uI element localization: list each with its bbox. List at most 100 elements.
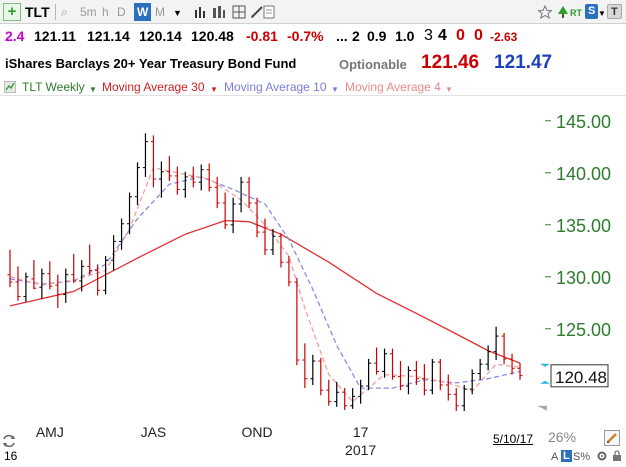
zoom-percent-label[interactable]: 26% [548,429,577,445]
price-bar [55,274,61,308]
price-bar [437,358,443,391]
lock-icon[interactable] [612,450,622,465]
price-bar [382,348,388,378]
scale-log-button[interactable]: L [561,450,572,462]
price-bar [111,235,117,271]
price-bar [374,347,380,375]
price-bar [453,388,459,411]
price-axis-layer: 125.00 130.00 135.00 140.00 145.00 120.48 [537,112,611,411]
price-bar [469,369,475,395]
price-bar [390,348,396,380]
price-bar [485,345,491,371]
search-icon[interactable]: ⌕ [61,5,68,19]
price-bar [413,361,419,385]
price-bar [517,363,523,380]
legend-ma10-label[interactable]: Moving Average 10 [224,80,327,94]
price-bar [326,379,332,406]
settings-gear-icon[interactable] [596,450,608,465]
price-bar [342,388,348,410]
time-axis-label: OND [241,424,272,440]
chart-settings-icon[interactable] [3,79,17,97]
count-value-4: 0 [474,27,483,44]
price-bar [421,364,427,396]
price-bar [142,133,148,177]
s-badge-chevron-icon[interactable]: ▼ [598,9,606,18]
price-chart[interactable]: 125.00 130.00 135.00 140.00 145.00 120.48 AMJ… [0,96,626,467]
price-bar [119,218,125,250]
price-bar [334,381,340,407]
price-bar [174,166,180,195]
period-h-button[interactable]: h [102,5,109,19]
price-bar [397,361,403,391]
period-m-button[interactable]: M [155,5,165,19]
change-value: -0.81 [246,28,278,44]
high-value: 121.14 [87,28,130,44]
period-d-button[interactable]: D [117,5,126,19]
scale-auto-button[interactable]: A [551,451,559,463]
price-bar [15,266,21,301]
period-5m-button[interactable]: 5m [80,5,97,19]
s-badge-button[interactable]: S [585,4,599,19]
price-bar [286,256,292,287]
legend-ma30-chevron-icon[interactable]: ▼ [210,85,218,94]
price-marker-upper-icon [540,363,550,367]
legend-ma30-label[interactable]: Moving Average 30 [102,80,205,94]
legend-ma10-chevron-icon[interactable]: ▼ [331,85,339,94]
chart-style-icon[interactable] [212,5,226,19]
price-bar [262,218,268,255]
price-bar [134,162,140,206]
grid-icon[interactable] [232,5,246,19]
bid-price: 121.46 [421,52,480,73]
realtime-label: RT [570,8,582,18]
moving-average-layer [9,166,521,403]
legend-chart-chevron-icon[interactable]: ▼ [89,85,97,94]
price-bar [79,260,85,292]
price-bar [63,268,69,303]
count-value-2: 4 [438,27,447,44]
bar-chart-icon[interactable] [194,5,208,19]
price-bars-layer [7,133,523,411]
price-bar [190,166,196,188]
price-marker-lower-icon [540,380,550,384]
edit-pencil-icon[interactable] [604,430,620,449]
price-bar [493,326,499,360]
price-bar [23,272,29,302]
period-dropdown-chevron-icon[interactable]: ▼ [173,8,182,18]
time-axis-layer: AMJ JAS OND 17 2017 [36,424,377,458]
quote-row: 2.4 121.11 121.14 120.14 120.48 -0.81 -0… [0,26,626,46]
price-bar [246,176,252,209]
notes-icon[interactable] [262,5,276,19]
price-bar [445,374,451,401]
fund-name: iShares Barclays 20+ Year Treasury Bond … [5,56,297,71]
price-bar [166,156,172,182]
tree-icon[interactable] [556,5,570,19]
legend-ma4-label[interactable]: Moving Average 4 [345,80,441,94]
time-axis-label: 17 [353,424,369,440]
legend-ma4-chevron-icon[interactable]: ▼ [445,85,453,94]
stat-value-1: 2 [352,28,360,44]
price-bar [358,379,364,404]
price-bar [230,197,236,234]
sync-arrows-icon[interactable] [2,434,16,451]
t-badge-button[interactable]: T [607,4,622,19]
symbol-label[interactable]: TLT [25,4,50,20]
price-bar [302,343,308,389]
price-bar [158,161,164,198]
scale-percent-button[interactable]: S% [573,451,591,463]
scroll-arrow-icon[interactable] [537,405,547,411]
toolbar-divider [55,4,56,20]
period-w-button[interactable]: W [134,3,152,21]
price-bar [127,192,133,235]
price-bar [95,264,101,296]
price-bar [254,197,260,238]
favorite-star-icon[interactable] [538,5,552,19]
legend-chart-label[interactable]: TLT Weekly [22,80,85,94]
price-bar [270,228,276,255]
price-bar [206,163,212,192]
draw-pencil-icon[interactable] [250,5,264,19]
price-bar [39,268,45,299]
price-axis-label: 140.00 [556,164,611,184]
add-symbol-plus-icon[interactable]: + [3,3,21,21]
price-bar [7,249,13,288]
price-bar [198,164,204,191]
